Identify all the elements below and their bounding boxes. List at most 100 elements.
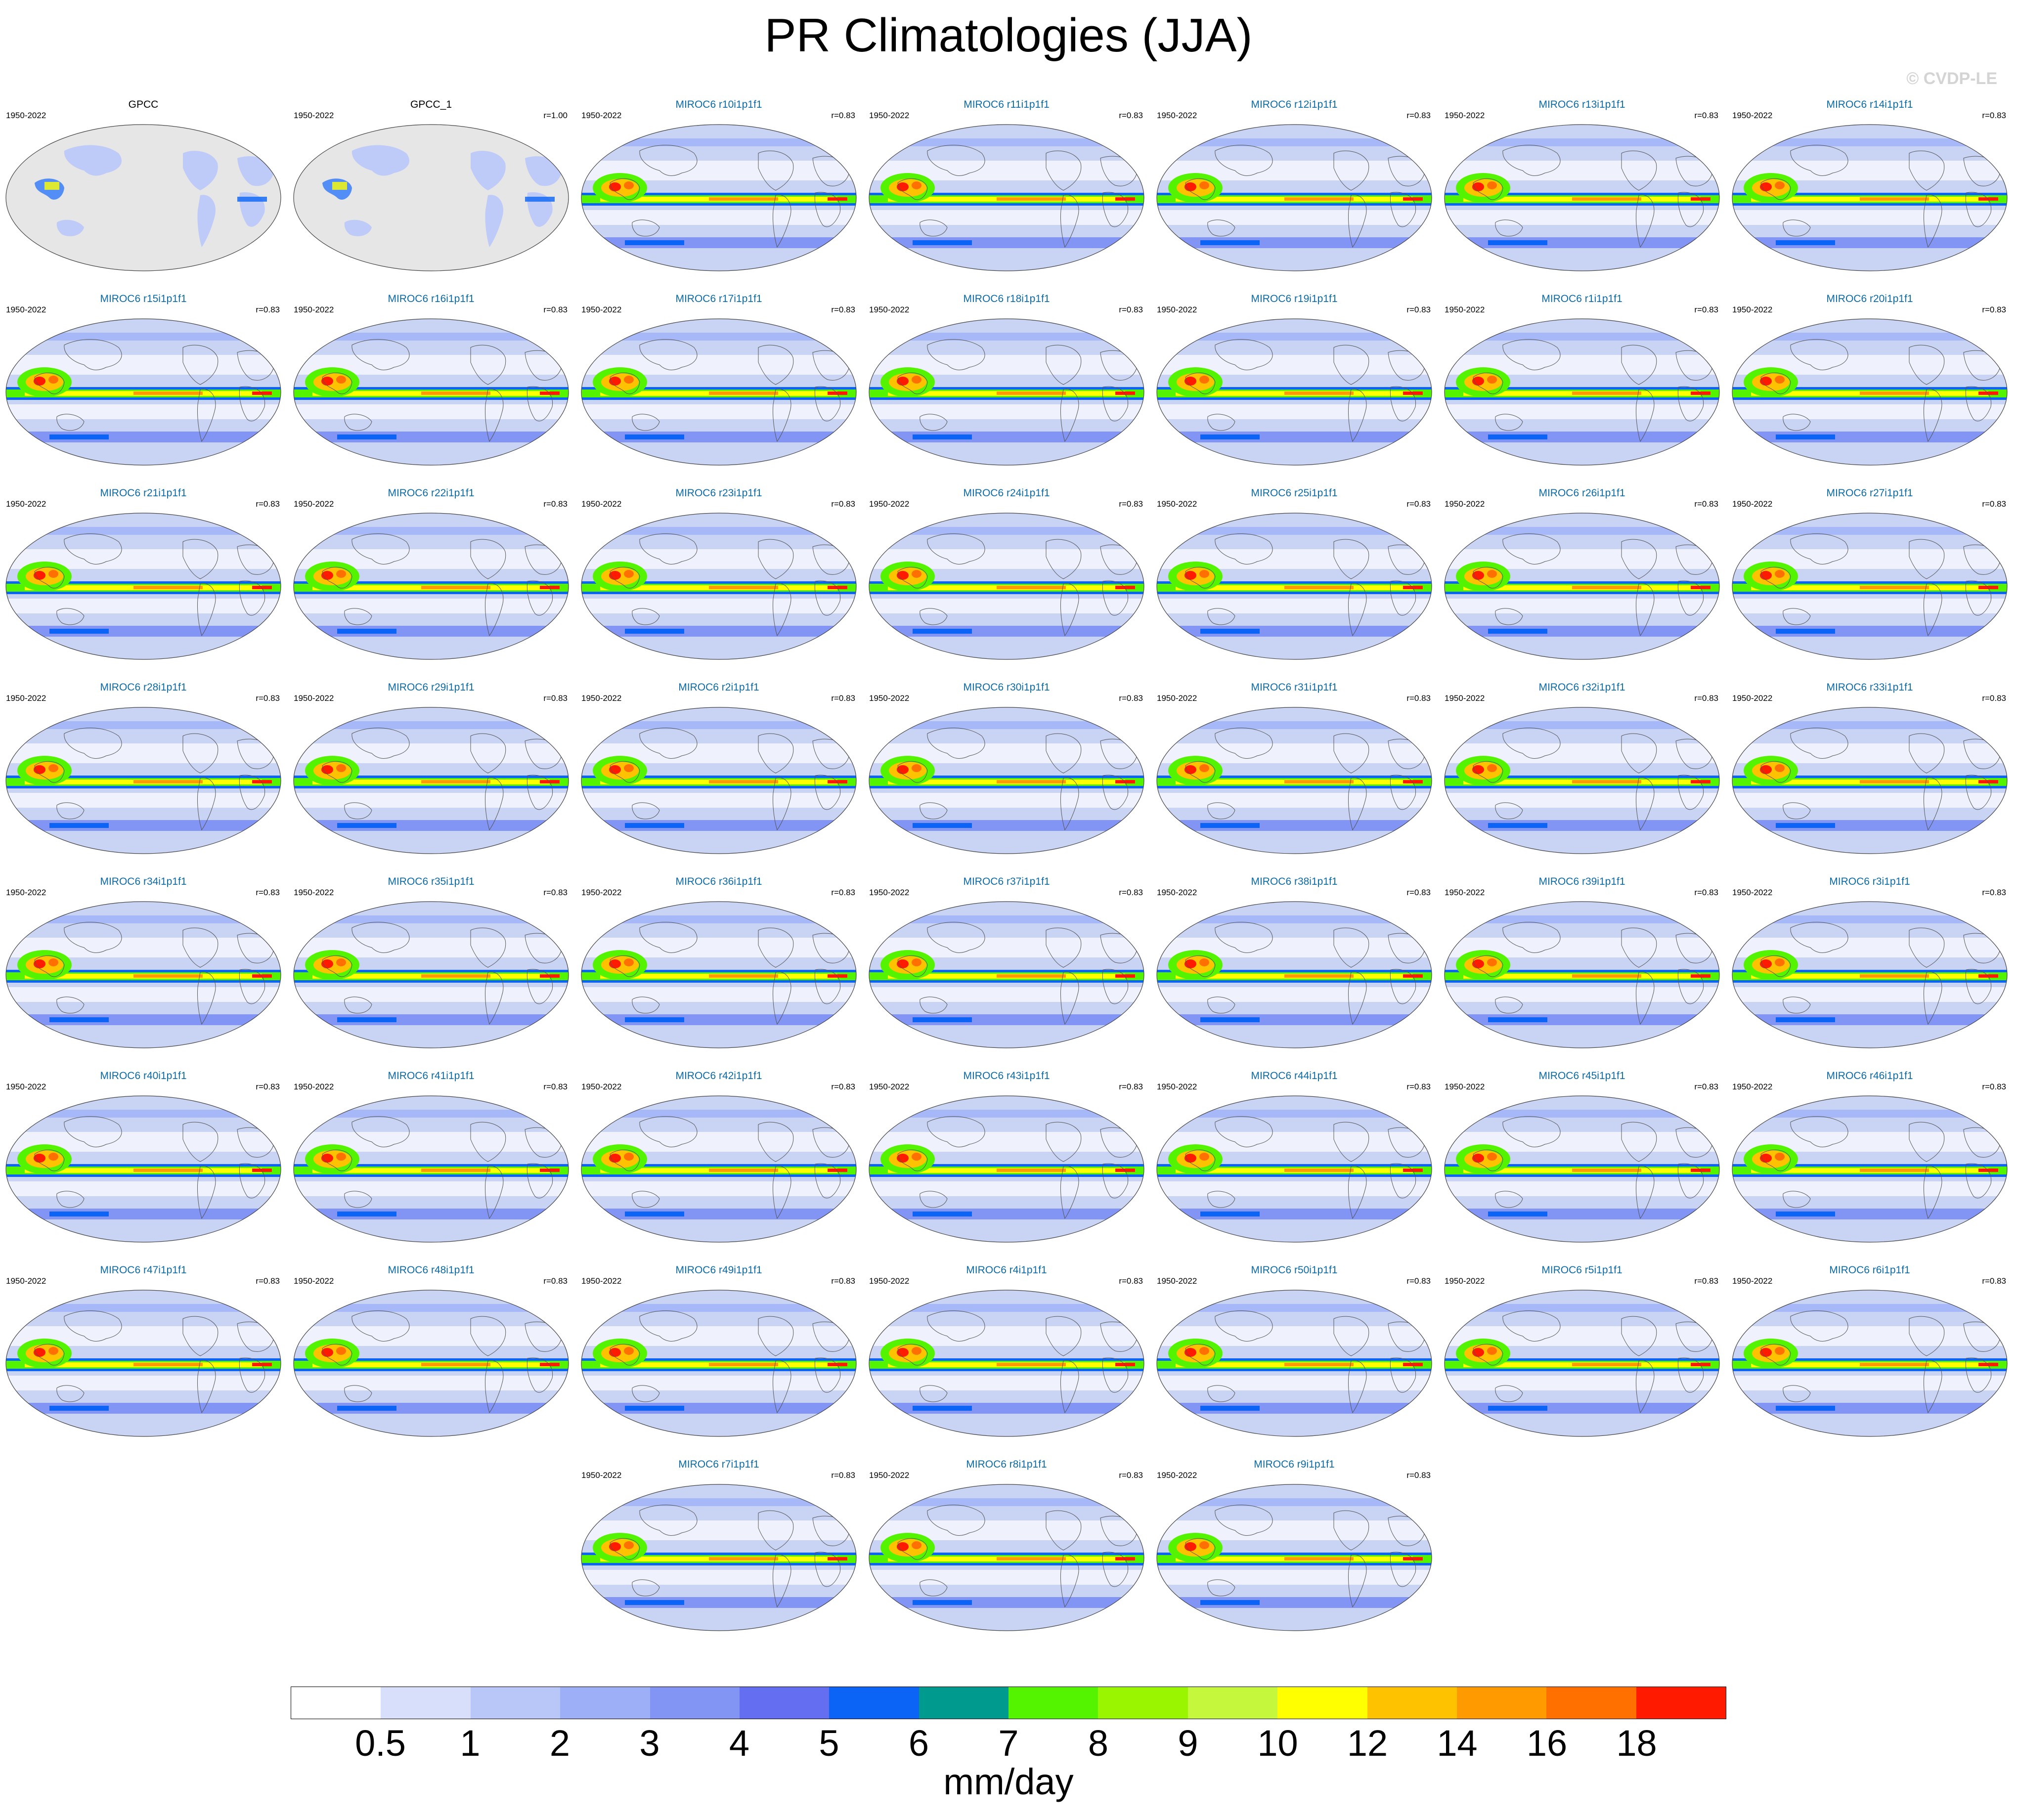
panel-pattern-correlation: r=0.83	[831, 693, 855, 703]
panel-title: GPCC	[128, 99, 159, 110]
panel-title: MIROC6 r5i1p1f1	[1541, 1264, 1622, 1276]
map-plot	[869, 124, 1144, 271]
panel-period: 1950-2022	[1732, 499, 1773, 509]
map-plot	[293, 707, 569, 854]
map-panel: MIROC6 r10i1p1f1 1950-2022 r=0.83	[575, 93, 862, 276]
map-plot	[869, 1290, 1144, 1437]
panel-pattern-correlation: r=0.83	[256, 693, 280, 703]
panel-title: MIROC6 r31i1p1f1	[1251, 682, 1338, 693]
panel-title: MIROC6 r20i1p1f1	[1826, 293, 1913, 304]
panel-period: 1950-2022	[294, 693, 334, 703]
panel-title: MIROC6 r17i1p1f1	[675, 293, 762, 304]
panel-pattern-correlation: r=0.83	[256, 305, 280, 314]
map-plot	[1444, 901, 1720, 1048]
colorbar-tick-label: 16	[1526, 1723, 1568, 1764]
panel-pattern-correlation: r=0.83	[256, 1276, 280, 1286]
colorbar-tick-label: 8	[1088, 1723, 1109, 1764]
map-plot	[1156, 901, 1432, 1048]
panel-pattern-correlation: r=0.83	[831, 888, 855, 897]
panel-period: 1950-2022	[1157, 499, 1197, 509]
map-plot	[1156, 1484, 1432, 1631]
panel-period: 1950-2022	[869, 305, 910, 314]
panel-title: MIROC6 r9i1p1f1	[1254, 1459, 1335, 1470]
panel-title: MIROC6 r42i1p1f1	[675, 1070, 762, 1082]
map-panel: GPCC_1 1950-2022 r=1.00	[288, 93, 574, 276]
panel-pattern-correlation: r=0.83	[1119, 1471, 1143, 1480]
map-panel: MIROC6 r31i1p1f1 1950-2022 r=0.83	[1151, 676, 1438, 859]
map-panel: MIROC6 r45i1p1f1 1950-2022 r=0.83	[1439, 1064, 1725, 1247]
panel-title: MIROC6 r21i1p1f1	[100, 487, 187, 499]
panel-title: MIROC6 r33i1p1f1	[1826, 682, 1913, 693]
panel-pattern-correlation: r=0.83	[1694, 305, 1718, 314]
panel-period: 1950-2022	[1732, 305, 1773, 314]
map-plot	[869, 707, 1144, 854]
panel-pattern-correlation: r=0.83	[1406, 305, 1431, 314]
panel-pattern-correlation: r=0.83	[831, 1082, 855, 1091]
map-plot	[1444, 513, 1720, 660]
panel-period: 1950-2022	[6, 111, 46, 120]
panel-period: 1950-2022	[1157, 1471, 1197, 1480]
map-panel: MIROC6 r38i1p1f1 1950-2022 r=0.83	[1151, 870, 1438, 1053]
panel-title: MIROC6 r2i1p1f1	[678, 682, 759, 693]
panel-pattern-correlation: r=0.83	[1119, 693, 1143, 703]
map-panel: MIROC6 r6i1p1f1 1950-2022 r=0.83	[1726, 1258, 2013, 1441]
panel-pattern-correlation: r=0.83	[256, 499, 280, 509]
map-plot	[581, 124, 857, 271]
map-plot	[1732, 901, 2008, 1048]
panel-pattern-correlation: r=0.83	[1406, 1471, 1431, 1480]
map-panel: MIROC6 r32i1p1f1 1950-2022 r=0.83	[1439, 676, 1725, 859]
panel-pattern-correlation: r=0.83	[1694, 111, 1718, 120]
colorbar-box	[829, 1687, 919, 1719]
map-plot	[293, 1290, 569, 1437]
map-plot	[293, 1095, 569, 1243]
map-plot	[1444, 1290, 1720, 1437]
panel-period: 1950-2022	[869, 693, 910, 703]
panel-period: 1950-2022	[294, 499, 334, 509]
map-panel: MIROC6 r14i1p1f1 1950-2022 r=0.83	[1726, 93, 2013, 276]
panel-pattern-correlation: r=0.83	[1119, 305, 1143, 314]
panel-title: MIROC6 r22i1p1f1	[388, 487, 475, 499]
panel-title: MIROC6 r25i1p1f1	[1251, 487, 1338, 499]
panel-title: MIROC6 r32i1p1f1	[1538, 682, 1625, 693]
map-plot	[1156, 707, 1432, 854]
map-panel: MIROC6 r27i1p1f1 1950-2022 r=0.83	[1726, 481, 2013, 664]
map-panel: MIROC6 r39i1p1f1 1950-2022 r=0.83	[1439, 870, 1725, 1053]
map-plot	[1156, 124, 1432, 271]
map-panel: MIROC6 r49i1p1f1 1950-2022 r=0.83	[575, 1258, 862, 1441]
panel-period: 1950-2022	[1157, 888, 1197, 897]
panel-period: 1950-2022	[1445, 305, 1485, 314]
panel-pattern-correlation: r=0.83	[543, 888, 568, 897]
panel-title: MIROC6 r37i1p1f1	[963, 876, 1050, 887]
map-panel: MIROC6 r22i1p1f1 1950-2022 r=0.83	[288, 481, 574, 664]
map-panel: MIROC6 r4i1p1f1 1950-2022 r=0.83	[863, 1258, 1150, 1441]
map-panel: MIROC6 r23i1p1f1 1950-2022 r=0.83	[575, 481, 862, 664]
panel-pattern-correlation: r=0.83	[1119, 111, 1143, 120]
panel-title: MIROC6 r16i1p1f1	[388, 293, 475, 304]
colorbar-box	[1367, 1687, 1457, 1719]
colorbar-tick-label: 3	[639, 1723, 660, 1764]
map-panel: MIROC6 r15i1p1f1 1950-2022 r=0.83	[0, 287, 287, 470]
map-plot	[1156, 1095, 1432, 1243]
panel-period: 1950-2022	[581, 1082, 622, 1091]
map-plot	[1732, 318, 2008, 466]
map-panel: MIROC6 r35i1p1f1 1950-2022 r=0.83	[288, 870, 574, 1053]
panel-title: MIROC6 r24i1p1f1	[963, 487, 1050, 499]
map-panel: MIROC6 r42i1p1f1 1950-2022 r=0.83	[575, 1064, 862, 1247]
panel-title: MIROC6 r23i1p1f1	[675, 487, 762, 499]
panel-pattern-correlation: r=0.83	[1982, 888, 2006, 897]
panel-pattern-correlation: r=0.83	[1406, 111, 1431, 120]
panel-period: 1950-2022	[1732, 111, 1773, 120]
map-panel: MIROC6 r43i1p1f1 1950-2022 r=0.83	[863, 1064, 1150, 1247]
panel-title: MIROC6 r48i1p1f1	[388, 1264, 475, 1276]
colorbar-tick-label: 10	[1257, 1723, 1298, 1764]
panel-period: 1950-2022	[869, 499, 910, 509]
panel-pattern-correlation: r=0.83	[1119, 499, 1143, 509]
map-plot	[1156, 513, 1432, 660]
map-panel: MIROC6 r8i1p1f1 1950-2022 r=0.83	[863, 1453, 1150, 1636]
colorbar-tick-label: 0.5	[355, 1723, 406, 1764]
panel-title: MIROC6 r38i1p1f1	[1251, 876, 1338, 887]
map-panel: MIROC6 r24i1p1f1 1950-2022 r=0.83	[863, 481, 1150, 664]
colorbar-box	[1277, 1687, 1367, 1719]
panel-period: 1950-2022	[1157, 111, 1197, 120]
colorbar-boxes	[291, 1687, 1726, 1719]
